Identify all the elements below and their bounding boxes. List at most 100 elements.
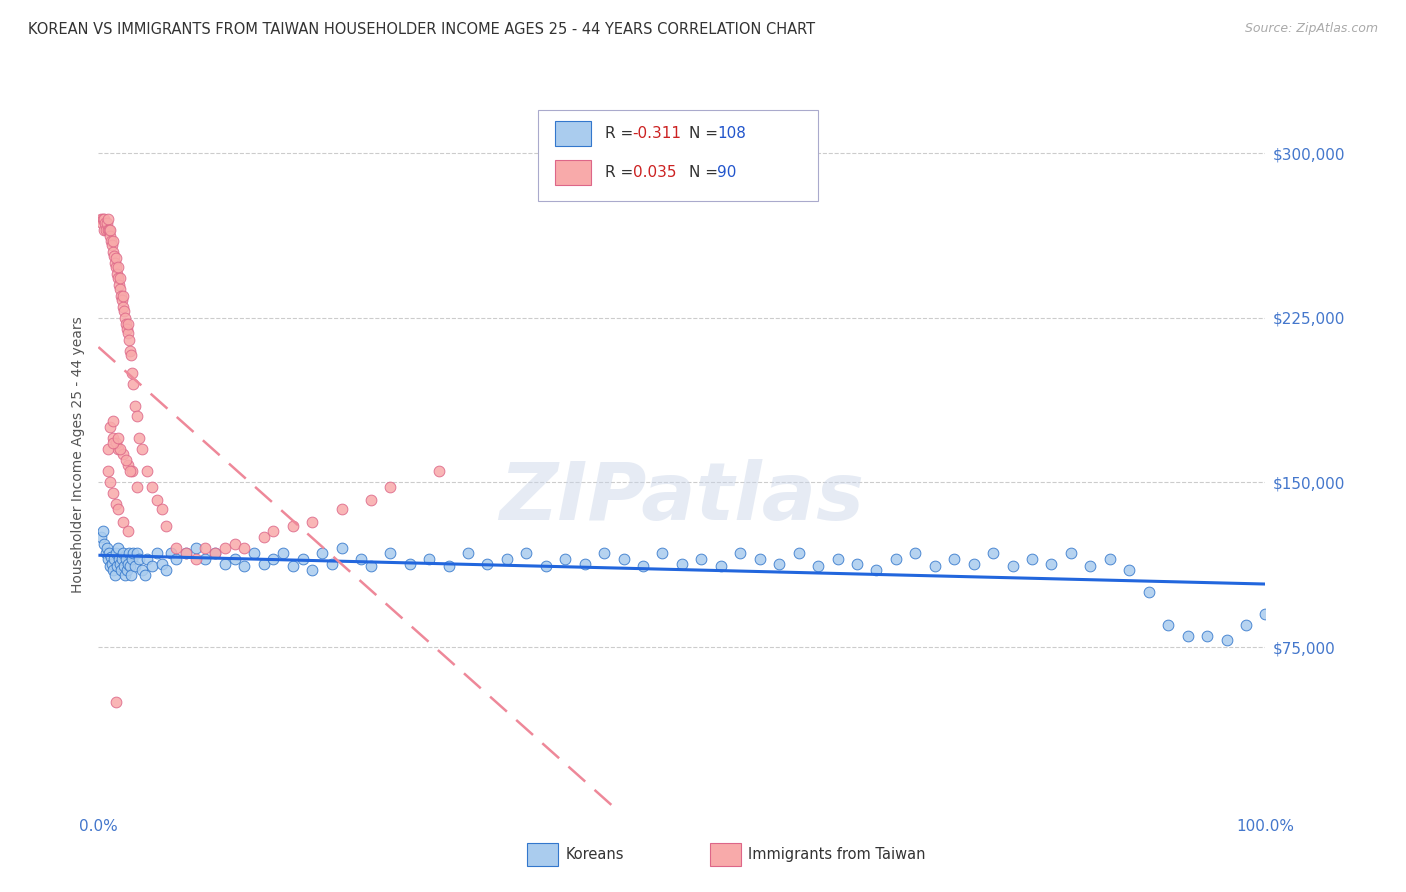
Point <box>120 348 142 362</box>
Point <box>1234 618 1257 632</box>
Point <box>612 552 634 566</box>
Point <box>224 552 246 566</box>
Point <box>160 546 183 560</box>
Point <box>787 546 810 560</box>
Point <box>117 557 139 571</box>
Point <box>91 216 114 230</box>
Point <box>378 546 402 560</box>
Point <box>165 541 187 556</box>
Text: 0.035: 0.035 <box>633 165 676 179</box>
Point <box>93 223 115 237</box>
Text: KOREAN VS IMMIGRANTS FROM TAIWAN HOUSEHOLDER INCOME AGES 25 - 44 YEARS CORRELATI: KOREAN VS IMMIGRANTS FROM TAIWAN HOUSEHO… <box>28 22 815 37</box>
Point <box>121 366 143 380</box>
Text: Immigrants from Taiwan: Immigrants from Taiwan <box>748 847 925 862</box>
Point <box>224 537 246 551</box>
Text: N =: N = <box>689 127 723 141</box>
Point <box>398 557 420 571</box>
Point <box>146 546 169 560</box>
Text: 90: 90 <box>717 165 737 179</box>
Point <box>768 557 790 571</box>
Point <box>91 524 114 538</box>
Point <box>104 567 127 582</box>
Point <box>97 442 120 457</box>
Point <box>291 552 314 566</box>
Point <box>943 552 966 566</box>
Point <box>111 300 134 314</box>
Point <box>111 289 134 303</box>
Point <box>98 475 121 490</box>
Point <box>262 552 284 566</box>
Point <box>155 519 177 533</box>
Text: ZIPatlas: ZIPatlas <box>499 458 865 537</box>
Point <box>1177 629 1199 643</box>
Point <box>350 552 373 566</box>
Point <box>100 549 122 564</box>
Point <box>118 464 141 478</box>
Y-axis label: Householder Income Ages 25 - 44 years: Householder Income Ages 25 - 44 years <box>70 317 84 593</box>
Point <box>127 409 149 424</box>
Point <box>112 558 135 573</box>
Point <box>330 501 353 516</box>
Text: 108: 108 <box>717 127 747 141</box>
Point <box>127 546 149 560</box>
Point <box>360 558 382 573</box>
Point <box>184 541 207 556</box>
Point <box>884 552 907 566</box>
Point <box>117 318 139 332</box>
Point <box>127 480 149 494</box>
Point <box>418 552 440 566</box>
Point <box>117 524 139 538</box>
Point <box>104 546 127 560</box>
Point <box>981 546 1004 560</box>
Point <box>728 546 751 560</box>
Point <box>98 546 121 560</box>
Point <box>101 435 124 450</box>
Point <box>93 211 115 226</box>
Point <box>122 376 145 391</box>
Point <box>495 552 517 566</box>
Point <box>631 558 654 573</box>
Text: N =: N = <box>689 165 723 179</box>
Point <box>1021 552 1043 566</box>
Point <box>1040 557 1063 571</box>
Point <box>827 552 849 566</box>
Text: Source: ZipAtlas.com: Source: ZipAtlas.com <box>1244 22 1378 36</box>
Point <box>105 267 128 281</box>
Point <box>114 552 136 566</box>
Point <box>96 223 118 237</box>
Point <box>104 260 127 275</box>
Point <box>101 563 124 577</box>
Point <box>253 557 276 571</box>
Point <box>651 546 673 560</box>
Point <box>136 552 159 566</box>
Point <box>108 442 131 457</box>
Point <box>194 541 217 556</box>
Point <box>204 546 226 560</box>
Point <box>301 563 323 577</box>
Point <box>131 563 153 577</box>
Point <box>90 530 112 544</box>
Point <box>204 546 226 560</box>
Point <box>111 293 134 307</box>
Point <box>111 546 134 560</box>
Point <box>214 557 236 571</box>
Point <box>194 552 217 566</box>
Point <box>101 238 124 252</box>
Point <box>281 558 304 573</box>
Point <box>457 546 479 560</box>
Point <box>90 211 112 226</box>
Text: -0.311: -0.311 <box>633 127 682 141</box>
Point <box>574 557 596 571</box>
Point <box>93 537 115 551</box>
Point <box>108 557 131 571</box>
Point <box>98 223 121 237</box>
Point <box>924 558 946 573</box>
Point <box>103 249 125 263</box>
Point <box>98 223 121 237</box>
Point <box>301 515 323 529</box>
Point <box>690 552 713 566</box>
Point <box>131 442 153 457</box>
Point <box>150 501 173 516</box>
Point <box>124 399 146 413</box>
Point <box>962 557 984 571</box>
